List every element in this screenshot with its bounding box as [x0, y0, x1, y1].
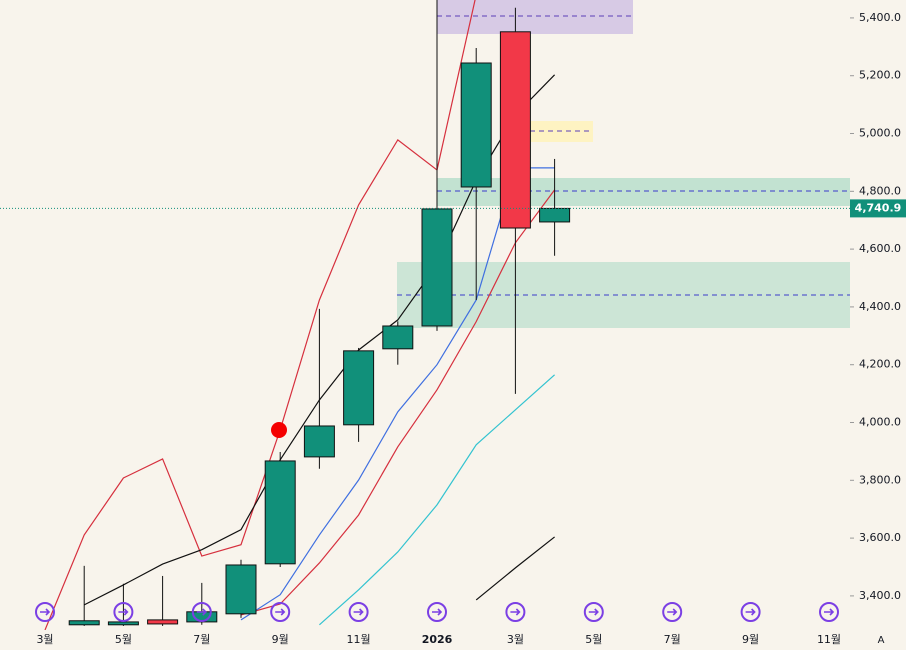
x-tick-label: 2026	[422, 633, 453, 646]
candle-body	[499, 31, 531, 229]
signal-dot	[271, 422, 287, 438]
y-tick-label: 3,800.0	[859, 473, 901, 486]
event-icon-arrow	[353, 608, 364, 616]
candle-body	[343, 350, 375, 426]
candle-body	[539, 207, 571, 223]
event-icon-arrow	[667, 608, 678, 616]
y-tick-label: 5,400.0	[859, 11, 901, 24]
candle-body	[107, 621, 139, 626]
indicator-line	[240, 189, 556, 616]
event-icon-arrow	[588, 608, 599, 616]
event-icon	[35, 602, 55, 622]
candle-body	[264, 460, 296, 565]
candle-body	[68, 620, 100, 626]
indicator-line	[44, 0, 476, 630]
y-tick-label: 5,200.0	[859, 69, 901, 82]
event-icon-arrow	[824, 608, 835, 616]
x-tick-label: 5월	[585, 633, 602, 646]
zone	[437, 0, 633, 34]
y-tick-label: 4,200.0	[859, 358, 901, 371]
event-icon	[191, 602, 212, 622]
x-tick-label: 9월	[272, 633, 289, 646]
event-icon-arrow	[196, 608, 207, 616]
y-tick-label: 3,600.0	[859, 531, 901, 544]
y-tick-label: 4,600.0	[859, 242, 901, 255]
event-icon	[270, 602, 291, 622]
x-tick-label: 11월	[817, 633, 841, 646]
candle-body	[147, 619, 179, 625]
event-icon-arrow	[275, 608, 286, 616]
event-icon	[662, 602, 683, 622]
last-price-box	[850, 199, 906, 218]
candle-body	[225, 564, 257, 615]
x-tick-label: 3월	[36, 633, 53, 646]
candle-body	[382, 325, 414, 350]
x-tick-label: 11월	[347, 633, 371, 646]
event-icon-arrow	[510, 608, 521, 616]
y-tick-label: 4,400.0	[859, 300, 901, 313]
event-icon	[348, 602, 369, 622]
event-icon-arrow	[432, 608, 443, 616]
candle-body	[421, 208, 453, 327]
event-icon	[505, 602, 526, 622]
y-tick-label: 5,000.0	[859, 127, 901, 140]
y-tick-label: 3,400.0	[859, 589, 901, 602]
x-tick-label: 3월	[507, 633, 524, 646]
event-icon-arrow	[118, 608, 129, 616]
event-icon	[583, 602, 604, 622]
event-icon	[427, 602, 447, 622]
last-price-label: 4,740.9	[855, 201, 902, 214]
scale-mode[interactable]: A	[878, 635, 885, 646]
x-tick-label: 9월	[742, 633, 759, 646]
y-tick-label: 4,000.0	[859, 416, 901, 429]
event-icon	[113, 602, 134, 622]
plot	[44, 0, 571, 630]
event-icon	[740, 602, 761, 622]
candle-body	[303, 425, 335, 458]
indicator-line	[319, 374, 555, 626]
indicator-line	[475, 536, 555, 601]
x-tick-label: 5월	[115, 633, 132, 646]
zone	[437, 178, 850, 206]
event-icons[interactable]	[35, 602, 839, 622]
event-icon	[819, 602, 839, 622]
event-icon-arrow	[745, 608, 756, 616]
candle-body	[460, 62, 492, 188]
x-tick-label: 7월	[193, 633, 210, 646]
event-icon-arrow	[40, 608, 51, 616]
y-tick-label: 4,800.0	[859, 184, 901, 197]
x-tick-label: 7월	[664, 633, 681, 646]
